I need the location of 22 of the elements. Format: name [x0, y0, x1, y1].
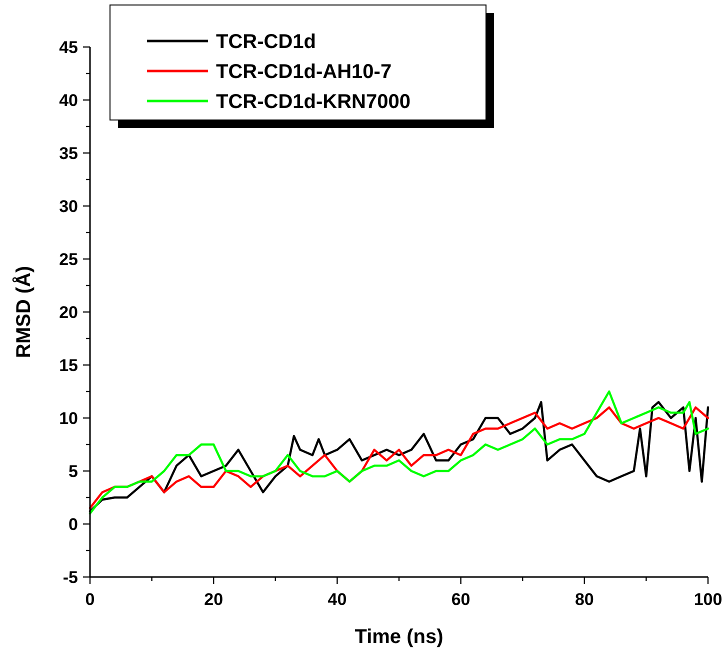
x-tick-label: 100 [694, 590, 722, 609]
x-tick-label: 0 [85, 590, 95, 609]
y-tick-label: -5 [62, 568, 78, 587]
y-tick-label: 20 [59, 302, 78, 322]
x-tick-label: 20 [204, 590, 224, 609]
y-tick-label: 0 [68, 514, 78, 534]
legend-label: TCR-CD1d [216, 31, 316, 53]
y-tick-label: 45 [59, 38, 78, 57]
y-tick-label: 5 [68, 462, 78, 481]
y-tick-label: 30 [59, 196, 78, 216]
x-tick-label: 60 [451, 590, 470, 609]
y-tick-label: 25 [59, 250, 78, 269]
y-tick-label: 40 [59, 90, 78, 110]
x-axis-title: Time (ns) [354, 626, 444, 648]
legend-label: TCR-CD1d-KRN7000 [216, 91, 410, 113]
x-tick-label: 80 [574, 590, 594, 609]
y-tick-label: 15 [59, 356, 78, 375]
y-tick-label: 10 [59, 408, 78, 428]
y-axis-title: RMSD (Å) [12, 266, 35, 358]
legend-label: TCR-CD1d-AH10-7 [216, 61, 392, 83]
x-tick-label: 40 [328, 590, 347, 609]
y-tick-label: 35 [59, 144, 78, 163]
